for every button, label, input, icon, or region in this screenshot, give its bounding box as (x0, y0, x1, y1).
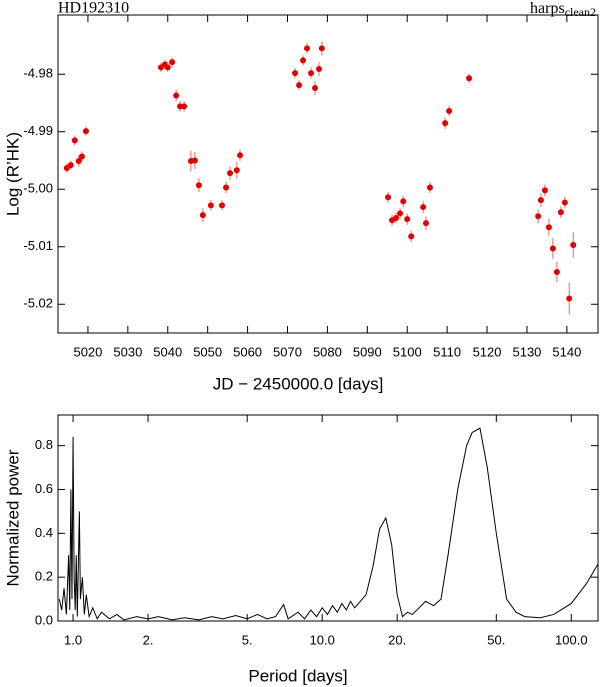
data-point (292, 70, 299, 77)
data-point (195, 182, 202, 189)
instrument-name: harps (530, 0, 565, 17)
data-point (557, 209, 564, 216)
x-tick-label: 5110 (433, 344, 461, 359)
y-tick-label: -5.02 (23, 296, 53, 311)
y-tick-label: 0.0 (35, 612, 53, 627)
data-point (207, 202, 214, 209)
data-point (164, 64, 171, 71)
data-point (570, 242, 577, 249)
y-tick-label: 0.8 (35, 437, 53, 452)
data-point (400, 198, 407, 205)
x-tick-label: 5030 (113, 344, 142, 359)
y-tick-label: -5.01 (23, 238, 53, 253)
data-point (566, 295, 573, 302)
data-point (466, 75, 473, 82)
x-axis-label: Period [days] (248, 666, 347, 685)
x-tick-label: 2. (143, 632, 154, 647)
data-point (296, 82, 303, 89)
instrument-label: harpsclean2 (530, 0, 596, 19)
data-point (75, 158, 82, 165)
data-point (312, 85, 319, 92)
data-point (549, 245, 556, 252)
data-point (422, 220, 429, 227)
x-tick-label: 1.0 (64, 632, 82, 647)
data-point (67, 162, 74, 169)
data-point (233, 167, 240, 174)
data-point (199, 212, 206, 219)
x-tick-label: 5100 (393, 344, 422, 359)
data-point (446, 108, 453, 115)
data-point (223, 184, 230, 191)
y-tick-label: -4.99 (23, 123, 53, 138)
data-point (397, 210, 404, 217)
data-point (227, 170, 234, 177)
x-tick-label: 100.0 (555, 632, 588, 647)
x-tick-label: 5090 (353, 344, 382, 359)
plot-frame (57, 414, 599, 622)
x-tick-label: 5040 (153, 344, 182, 359)
data-point (420, 204, 427, 211)
x-tick-label: 5120 (473, 344, 502, 359)
data-point (181, 103, 188, 110)
data-point (408, 233, 415, 240)
data-point (82, 128, 89, 135)
x-tick-label: 5070 (273, 344, 302, 359)
periodogram-line (58, 427, 599, 621)
x-tick-label: 5020 (73, 344, 102, 359)
data-point (318, 45, 325, 52)
data-point (393, 214, 400, 221)
data-point (385, 194, 392, 201)
x-tick-label: 5. (242, 632, 253, 647)
x-axis-label: JD − 2450000.0 [days] (213, 374, 384, 393)
data-point (316, 66, 323, 73)
x-tick-label: 50. (487, 632, 505, 647)
instrument-subscript: clean2 (565, 5, 596, 19)
y-tick-label: -5.00 (23, 181, 53, 196)
data-point (537, 197, 544, 204)
data-point (553, 269, 560, 276)
y-tick-label: 0.2 (35, 569, 53, 584)
data-point (404, 216, 411, 223)
data-point (426, 184, 433, 191)
x-tick-label: 5060 (233, 344, 262, 359)
x-tick-label: 5130 (512, 344, 541, 359)
y-tick-label: 0.6 (35, 481, 53, 496)
data-point (308, 70, 315, 77)
data-point (169, 59, 176, 66)
y-axis-label: Log (R’HK) (3, 132, 22, 216)
data-point (236, 152, 243, 159)
data-point (219, 202, 226, 209)
x-tick-label: 5050 (193, 344, 222, 359)
data-point (535, 213, 542, 220)
x-tick-label: 5140 (552, 344, 581, 359)
data-point (71, 137, 78, 144)
y-tick-label: -4.98 (23, 66, 53, 81)
y-tick-label: 0.4 (35, 525, 53, 540)
data-point (561, 199, 568, 206)
x-tick-label: 20. (388, 632, 406, 647)
data-point (173, 92, 180, 99)
y-axis-label: Normalized power (3, 449, 22, 586)
x-tick-label: 5080 (313, 344, 342, 359)
data-point (300, 57, 307, 64)
plot-frame (57, 14, 599, 334)
chart-title: HD192310 (58, 0, 129, 17)
x-tick-label: 10.0 (310, 632, 335, 647)
data-point (541, 187, 548, 194)
data-point (78, 153, 85, 160)
data-point (304, 45, 311, 52)
data-point (545, 224, 552, 231)
data-point (442, 120, 449, 127)
data-point (191, 157, 198, 164)
